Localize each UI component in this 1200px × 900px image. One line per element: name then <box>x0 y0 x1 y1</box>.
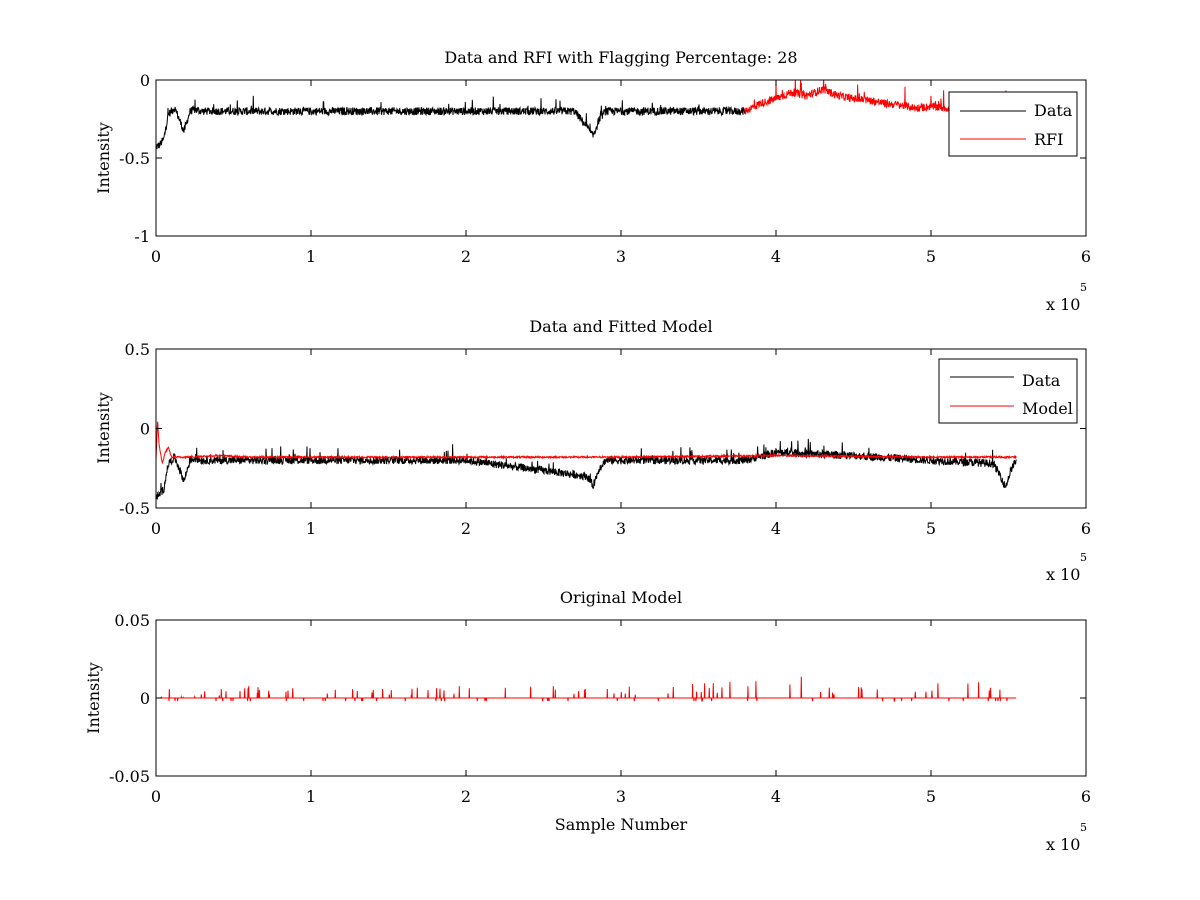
y-axis-label: Intensity <box>84 662 103 734</box>
legend-label-data: Data <box>1034 101 1073 120</box>
y-tick-label: 0 <box>140 689 150 708</box>
y-axis-label: Intensity <box>94 392 113 464</box>
x-tick-label: 2 <box>461 519 471 538</box>
x-tick-label: 3 <box>616 519 626 538</box>
series-line-model <box>156 676 1017 702</box>
x-tick-label: 4 <box>771 519 781 538</box>
y-axis-label: Intensity <box>94 122 113 194</box>
x-multiplier: x 10 <box>1046 565 1080 584</box>
x-tick-label: 6 <box>1081 519 1091 538</box>
x-tick-label: 6 <box>1081 247 1091 266</box>
chart-title: Original Model <box>560 588 682 607</box>
y-tick-label: -0.05 <box>109 767 150 786</box>
x-ticks: 0 1 2 3 4 5 6 <box>151 349 1091 538</box>
x-tick-label: 5 <box>926 787 936 806</box>
x-tick-label: 1 <box>306 519 316 538</box>
y-ticks: 0 -0.5 -1 <box>119 71 1086 246</box>
x-multiplier-exponent: 5 <box>1080 281 1087 294</box>
x-multiplier-exponent: 5 <box>1080 551 1087 564</box>
plot-area <box>156 421 1017 500</box>
x-multiplier: x 10 <box>1046 835 1080 854</box>
x-tick-label: 0 <box>151 519 161 538</box>
x-tick-label: 2 <box>461 787 471 806</box>
x-tick-label: 6 <box>1081 787 1091 806</box>
chart-title: Data and RFI with Flagging Percentage: 2… <box>444 48 797 67</box>
y-tick-label: 0 <box>140 420 150 439</box>
y-tick-label: 0 <box>140 71 150 90</box>
y-tick-label: 0.5 <box>125 340 150 359</box>
x-multiplier: x 10 <box>1046 295 1080 314</box>
x-ticks: 0 1 2 3 4 5 6 <box>151 80 1091 266</box>
legend-label-rfi: RFI <box>1034 130 1063 149</box>
legend: Data RFI <box>948 91 1078 157</box>
chart-title: Data and Fitted Model <box>529 317 712 336</box>
x-tick-label: 5 <box>926 247 936 266</box>
series-line-model <box>156 421 1017 465</box>
legend-label-model: Model <box>1022 399 1073 418</box>
x-axis-label: Sample Number <box>555 815 688 834</box>
subplot-1: Data and RFI with Flagging Percentage: 2… <box>94 48 1091 314</box>
legend: Data Model <box>938 358 1078 424</box>
x-tick-label: 0 <box>151 787 161 806</box>
x-multiplier-exponent: 5 <box>1080 821 1087 834</box>
y-ticks: 0.5 0 -0.5 <box>119 340 1086 518</box>
x-tick-label: 4 <box>771 247 781 266</box>
x-tick-label: 3 <box>616 787 626 806</box>
x-tick-label: 1 <box>306 247 316 266</box>
x-tick-label: 0 <box>151 247 161 266</box>
x-ticks: 0 1 2 3 4 5 6 <box>151 620 1091 806</box>
y-tick-label: 0.05 <box>114 611 150 630</box>
x-tick-label: 3 <box>616 247 626 266</box>
series-line-data <box>156 95 746 150</box>
x-tick-label: 2 <box>461 247 471 266</box>
series-line-data <box>156 438 1017 500</box>
x-tick-label: 5 <box>926 519 936 538</box>
x-tick-label: 4 <box>771 787 781 806</box>
plot-area <box>156 676 1017 702</box>
x-tick-label: 1 <box>306 787 316 806</box>
y-tick-label: -1 <box>134 227 150 246</box>
y-ticks: 0.05 0 -0.05 <box>109 611 1086 786</box>
legend-label-data: Data <box>1022 371 1061 390</box>
y-tick-label: -0.5 <box>119 499 150 518</box>
y-tick-label: -0.5 <box>119 149 150 168</box>
